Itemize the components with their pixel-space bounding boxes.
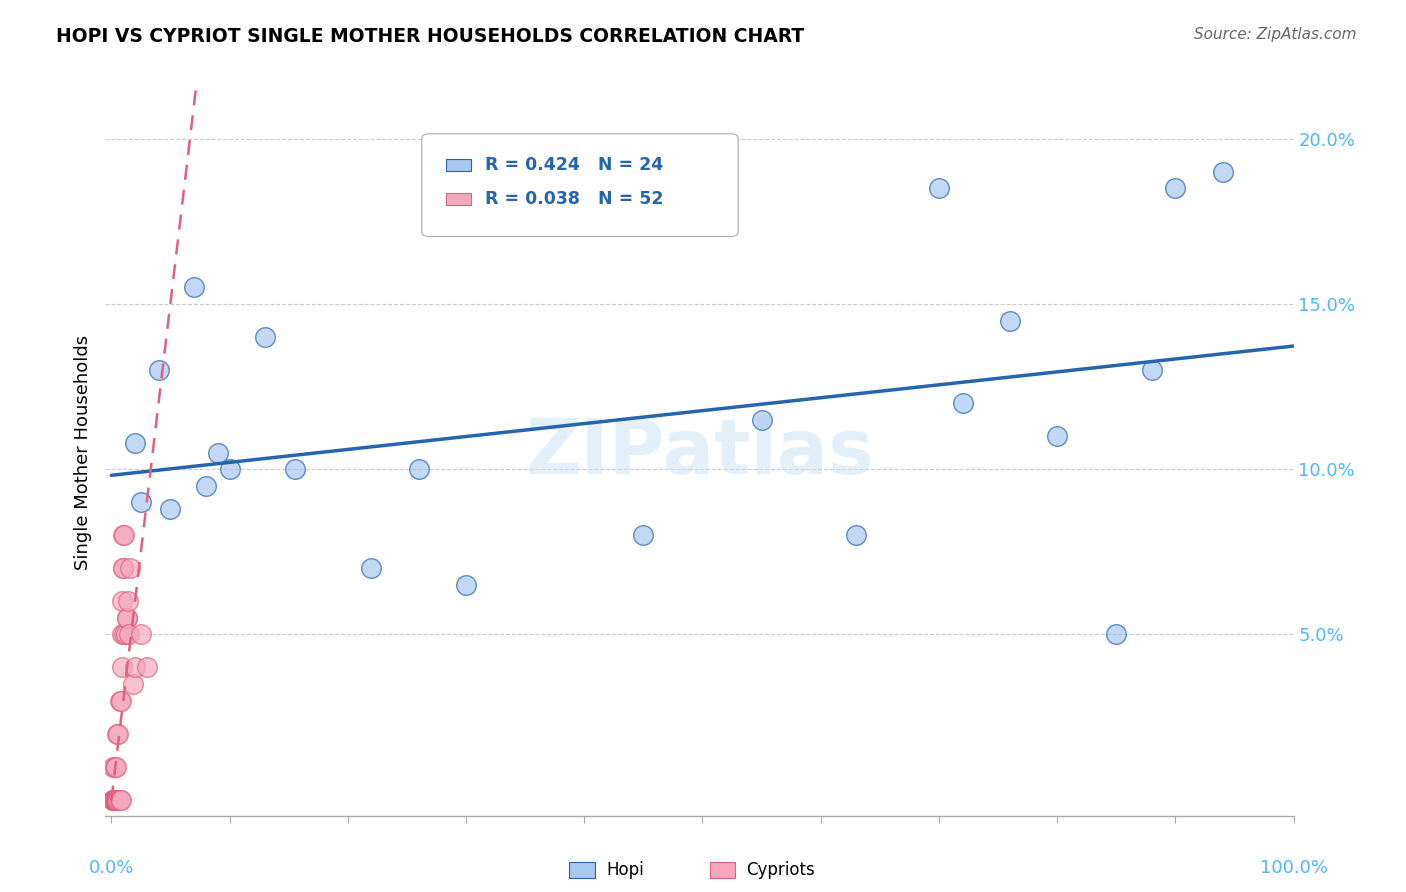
Point xyxy=(218,462,240,476)
Point xyxy=(207,445,229,460)
Text: R = 0.424   N = 24: R = 0.424 N = 24 xyxy=(485,156,664,174)
Point xyxy=(998,313,1021,327)
Point xyxy=(1164,181,1187,195)
Point xyxy=(105,792,128,806)
Text: ZIPatlas: ZIPatlas xyxy=(526,416,873,490)
Point xyxy=(105,792,128,806)
Point xyxy=(103,792,125,806)
Point xyxy=(120,561,142,575)
Point xyxy=(105,726,128,740)
Point xyxy=(129,627,152,641)
Point xyxy=(101,792,124,806)
Point xyxy=(115,611,138,625)
Point xyxy=(112,561,135,575)
Point xyxy=(105,792,128,806)
Point xyxy=(928,181,950,195)
Text: 0.0%: 0.0% xyxy=(89,859,134,877)
Point xyxy=(104,792,127,806)
Point xyxy=(112,528,135,542)
Point xyxy=(105,792,128,806)
Point xyxy=(101,759,124,773)
Point xyxy=(114,627,136,641)
Point xyxy=(104,792,127,806)
Point xyxy=(111,594,134,608)
Point xyxy=(183,280,205,294)
Point xyxy=(111,627,134,641)
Point xyxy=(107,726,129,740)
Point xyxy=(194,479,217,493)
Point xyxy=(360,561,382,575)
Point xyxy=(105,792,128,806)
Point xyxy=(101,792,124,806)
Point xyxy=(101,792,124,806)
Point xyxy=(159,501,181,516)
Point xyxy=(110,792,132,806)
Point xyxy=(952,396,974,410)
Text: 100.0%: 100.0% xyxy=(1260,859,1327,877)
Point xyxy=(108,693,131,707)
Y-axis label: Single Mother Households: Single Mother Households xyxy=(73,335,91,570)
Point xyxy=(104,759,127,773)
Point xyxy=(101,792,124,806)
Point xyxy=(1212,165,1234,179)
Text: HOPI VS CYPRIOT SINGLE MOTHER HOUSEHOLDS CORRELATION CHART: HOPI VS CYPRIOT SINGLE MOTHER HOUSEHOLDS… xyxy=(56,27,804,45)
Point xyxy=(117,594,139,608)
Point xyxy=(103,792,125,806)
Point xyxy=(103,792,125,806)
Point xyxy=(148,363,170,377)
Point xyxy=(845,528,868,542)
Point xyxy=(751,412,773,426)
Point xyxy=(111,660,134,674)
Point xyxy=(108,792,131,806)
Text: R = 0.038   N = 52: R = 0.038 N = 52 xyxy=(485,190,664,208)
Text: Hopi: Hopi xyxy=(606,861,644,879)
Point xyxy=(115,611,138,625)
Point xyxy=(254,330,277,344)
Point xyxy=(110,693,132,707)
Text: Cypriots: Cypriots xyxy=(747,861,815,879)
Point xyxy=(129,495,152,509)
Point xyxy=(633,528,655,542)
Point xyxy=(408,462,430,476)
Point xyxy=(105,759,128,773)
Point xyxy=(105,792,128,806)
Point xyxy=(105,792,128,806)
Point xyxy=(104,792,127,806)
Point xyxy=(118,627,141,641)
Point xyxy=(135,660,157,674)
Point xyxy=(1046,429,1069,443)
Point xyxy=(284,462,307,476)
Point xyxy=(112,528,135,542)
Point xyxy=(103,792,125,806)
Point xyxy=(104,792,127,806)
Point xyxy=(121,677,143,691)
Point xyxy=(124,660,146,674)
Point xyxy=(105,792,128,806)
Point xyxy=(112,627,135,641)
Point xyxy=(1105,627,1128,641)
Point xyxy=(105,792,128,806)
Text: Source: ZipAtlas.com: Source: ZipAtlas.com xyxy=(1194,27,1357,42)
Point xyxy=(1140,363,1163,377)
Point xyxy=(103,792,125,806)
Point xyxy=(103,792,125,806)
Point xyxy=(112,561,135,575)
Point xyxy=(107,792,129,806)
Point xyxy=(124,435,146,450)
Point xyxy=(104,792,127,806)
Point xyxy=(454,578,477,592)
